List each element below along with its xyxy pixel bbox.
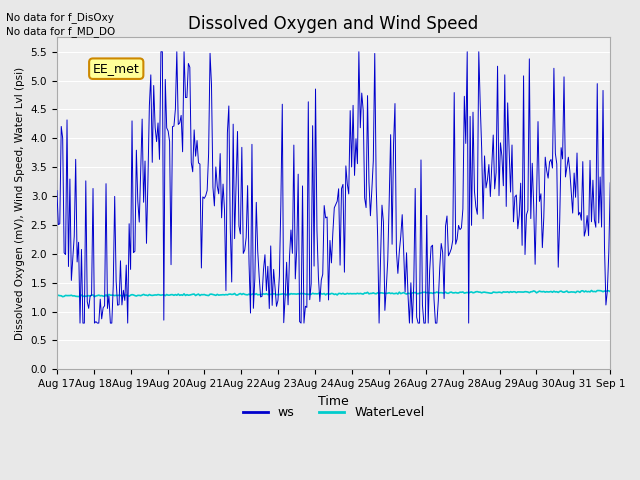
Y-axis label: Dissolved Oxygen (mV), Wind Speed, Water Lvl (psi): Dissolved Oxygen (mV), Wind Speed, Water… (15, 67, 25, 340)
Legend: ws, WaterLevel: ws, WaterLevel (237, 401, 429, 424)
Text: No data for f_DisOxy: No data for f_DisOxy (6, 12, 115, 23)
Title: Dissolved Oxygen and Wind Speed: Dissolved Oxygen and Wind Speed (188, 15, 479, 33)
Text: EE_met: EE_met (93, 62, 140, 75)
Text: No data for f_MD_DO: No data for f_MD_DO (6, 26, 116, 37)
X-axis label: Time: Time (318, 395, 349, 408)
